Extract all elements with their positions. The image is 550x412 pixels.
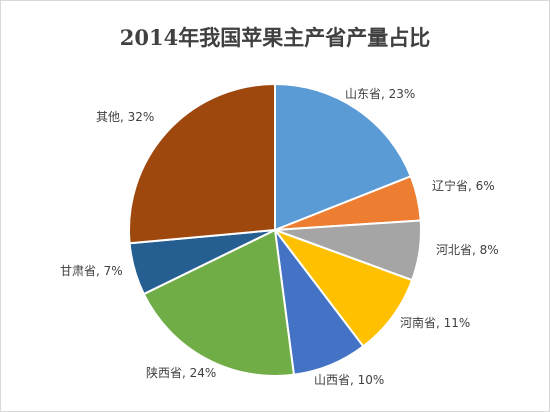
pie-slice-8 (128, 82, 276, 245)
slice-label-8: 其他, 32% (96, 110, 154, 124)
pie-slice-1 (274, 82, 413, 232)
pie-slice-4 (272, 227, 414, 348)
slice-label-4: 河南省, 11% (400, 315, 470, 330)
pie-slice-6 (142, 228, 296, 377)
slice-label-2: 辽宁省, 6% (432, 178, 495, 193)
slice-label-6: 陕西省, 24% (146, 365, 216, 380)
slice-label-5: 山西省, 10% (314, 373, 384, 387)
chart-title: 2014年我国苹果主产省产量占比 (119, 25, 431, 50)
slice-label-1: 山东省, 23% (345, 87, 415, 101)
slice-label-3: 河北省, 8% (436, 243, 499, 257)
slice-label-7: 甘肃省, 7% (60, 264, 123, 278)
